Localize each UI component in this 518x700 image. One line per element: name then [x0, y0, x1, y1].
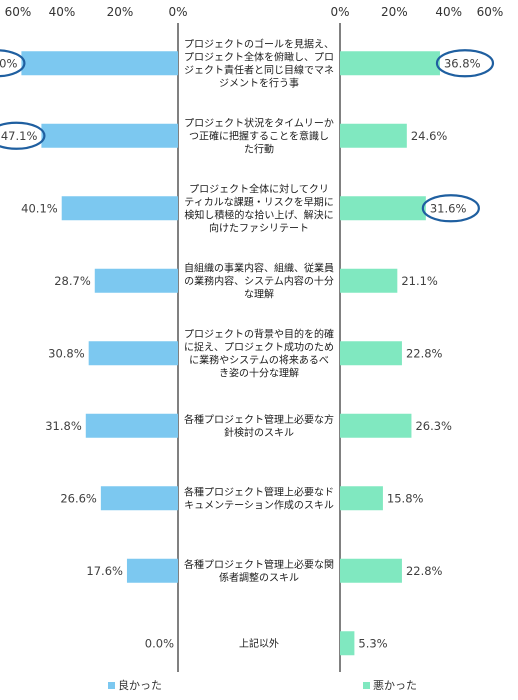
right-bar	[340, 196, 426, 221]
category-label: プロジェクト全体に対してクリティカルな課題・リスクを早期に検知し積極的な拾い上げ…	[184, 182, 333, 234]
left-axis-tick-label: 20%	[107, 5, 134, 19]
highlight-circle	[421, 194, 480, 223]
category-label: 各種プロジェクト管理上必要な方針検討のスキル	[184, 413, 334, 439]
right-axis-tick-label: 0%	[330, 5, 349, 19]
highlight-circle	[0, 49, 26, 78]
highlight-circle	[0, 121, 46, 150]
left-bar-value-label: 40.1%	[21, 201, 58, 215]
right-bar-value-label: 26.3%	[415, 419, 452, 433]
left-bar-value-label: 0.0%	[145, 636, 174, 650]
right-bar-value-label: 5.3%	[358, 636, 387, 650]
category-label: プロジェクトのゴールを見据え、プロジェクト全体を俯瞰し、プロジェクト責任者と同じ…	[184, 37, 334, 89]
left-axis-tick-label: 0%	[168, 5, 187, 19]
category-label: 上記以外	[239, 637, 279, 650]
left-bar	[88, 341, 178, 366]
right-bar-value-label: 24.6%	[411, 129, 448, 143]
left-bar-value-label: 30.8%	[48, 346, 85, 360]
right-axis-tick-label: 20%	[381, 5, 408, 19]
left-bar	[126, 558, 178, 583]
right-bar-value-label: 22.8%	[406, 346, 443, 360]
left-bar	[41, 123, 178, 148]
right-bar-value-label: 22.8%	[406, 564, 443, 578]
right-bar	[340, 341, 402, 366]
right-bar	[340, 631, 355, 656]
right-bar	[340, 123, 407, 148]
left-bar	[94, 268, 178, 293]
left-bar	[100, 486, 178, 511]
left-axis-tick-label: 60%	[5, 5, 32, 19]
legend-label-good: 良かった	[118, 678, 162, 692]
left-bar-value-label: 26.6%	[60, 491, 97, 505]
right-bar	[340, 268, 398, 293]
highlight-circle	[435, 49, 495, 78]
legend-swatch-good	[108, 682, 115, 689]
left-axis-tick-label: 40%	[49, 5, 76, 19]
right-bar	[340, 558, 402, 583]
right-bar	[340, 413, 412, 438]
category-label: 各種プロジェクト管理上必要な関係者調整のスキル	[184, 558, 334, 584]
right-bar	[340, 486, 383, 511]
right-bar-value-label: 15.8%	[387, 491, 424, 505]
legend-swatch-bad	[363, 682, 370, 689]
left-bar-value-label: 17.6%	[86, 564, 123, 578]
right-axis-tick-label: 60%	[477, 5, 504, 19]
category-label: プロジェクトの背景や目的を的確に捉え、プロジェクト成功のために業務やシステムの将…	[184, 327, 334, 379]
category-label: 各種プロジェクト管理上必要なドキュメンテーション作成のスキル	[184, 485, 334, 511]
category-label: 自組織の事業内容、組織、従業員の業務内容、システム内容の十分な理解	[184, 261, 334, 300]
right-bar-value-label: 36.8%	[444, 56, 481, 70]
right-bar	[340, 51, 440, 76]
right-axis-tick-label: 40%	[435, 5, 462, 19]
left-bar-value-label: 31.8%	[45, 419, 82, 433]
right-bar-value-label: 21.1%	[401, 274, 438, 288]
left-bar-value-label: 54.0%	[0, 56, 17, 70]
legend-label-bad: 悪かった	[373, 679, 417, 692]
left-bar-value-label: 28.7%	[54, 274, 91, 288]
left-bar-value-label: 47.1%	[1, 129, 38, 143]
left-bar	[85, 413, 178, 438]
right-bar-value-label: 31.6%	[430, 201, 467, 215]
left-bar	[61, 196, 178, 221]
left-bar	[21, 51, 179, 76]
category-label: プロジェクト状況をタイムリーかつ正確に把握することを意識した行動	[184, 116, 334, 155]
